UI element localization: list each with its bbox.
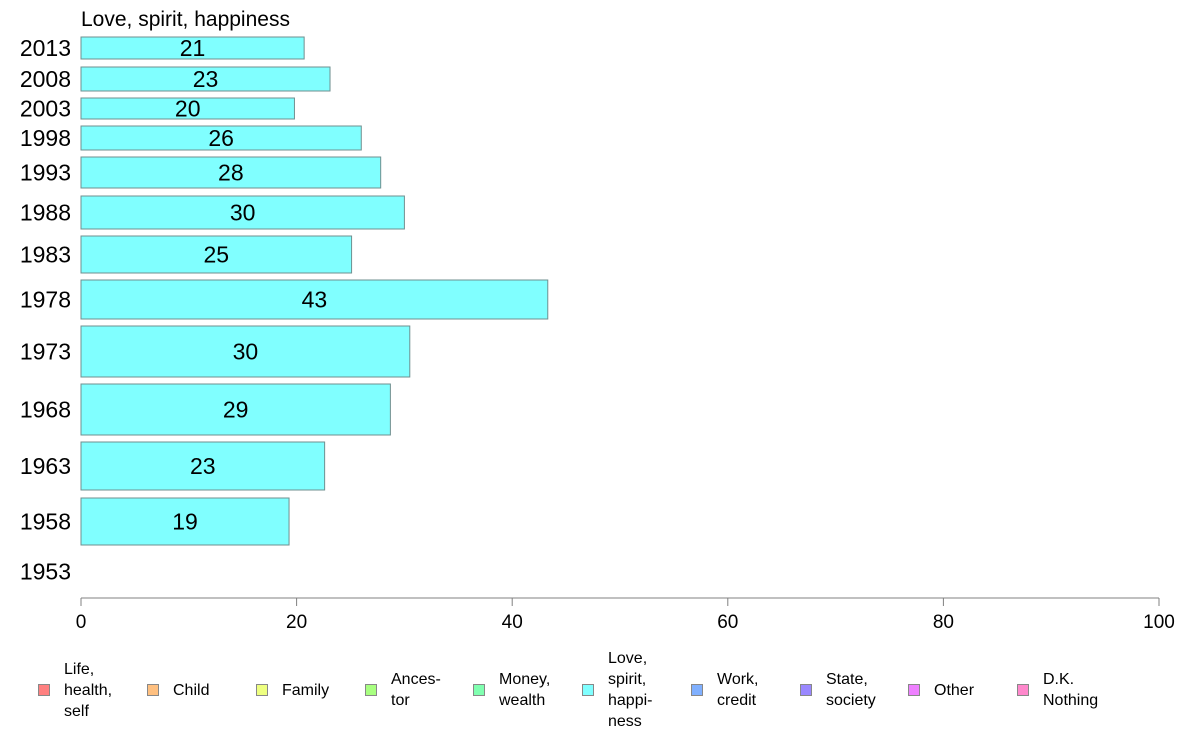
legend-label: Child [173, 681, 210, 699]
legend-label: Life, health, self [64, 660, 113, 720]
bar-value-label: 28 [218, 160, 244, 186]
legend-item: Child [147, 644, 209, 736]
bar-value-label: 21 [180, 35, 206, 61]
x-tick-label: 80 [933, 612, 954, 633]
legend-item: Other [908, 644, 974, 736]
bar [80, 325, 411, 378]
x-tick-label: 20 [286, 612, 307, 633]
legend-label: Love, spirit, happi- ness [608, 650, 653, 730]
y-tick-label: 1953 [20, 559, 71, 585]
y-tick-label: 1978 [20, 287, 71, 313]
legend-item: Money, wealth [473, 644, 550, 736]
bar [80, 125, 362, 151]
y-tick-label: 2013 [20, 35, 71, 61]
bar [80, 497, 290, 546]
bar [80, 383, 391, 436]
legend-swatch [38, 684, 50, 696]
bar [80, 156, 382, 189]
legend-label: Work, credit [717, 671, 759, 709]
bar [80, 195, 405, 230]
legend-label: Money, wealth [499, 671, 551, 709]
legend: Life, health, self Child Family Ances- tor M… [0, 644, 1188, 736]
legend-label: D.K. Nothing [1043, 671, 1099, 709]
y-tick-label: 1983 [20, 242, 71, 268]
legend-swatch [691, 684, 703, 696]
y-tick-label: 1988 [20, 200, 71, 226]
bar-value-label: 25 [203, 242, 229, 268]
legend-swatch [256, 684, 268, 696]
legend-swatch [800, 684, 812, 696]
legend-swatch [365, 684, 377, 696]
bar [80, 66, 331, 92]
y-tick-label: 2003 [20, 96, 71, 122]
x-tick-label: 100 [1143, 612, 1175, 633]
legend-label: Family [282, 681, 330, 699]
x-tick-label: 40 [502, 612, 523, 633]
bar [80, 97, 295, 120]
y-tick-label: 1958 [20, 509, 71, 535]
x-tick-label: 60 [717, 612, 738, 633]
legend-swatch [473, 684, 485, 696]
legend-item: Family [256, 644, 329, 736]
legend-item: Life, health, self [38, 644, 112, 736]
legend-item: Love, spirit, happi- ness [582, 644, 652, 736]
legend-swatch [1017, 684, 1029, 696]
bar-value-label: 19 [172, 509, 198, 535]
legend-item: Work, credit [691, 644, 758, 736]
bar-value-label: 20 [175, 96, 201, 122]
y-tick-label: 1963 [20, 453, 71, 479]
bar [80, 441, 326, 491]
y-tick-label: 1973 [20, 339, 71, 365]
y-tick-label: 1998 [20, 125, 71, 151]
bar [80, 279, 549, 320]
bar-value-label: 30 [233, 339, 259, 365]
bar-chart: Love, spirit, happiness 2123202628302543… [20, 8, 1175, 633]
bar-value-label: 23 [193, 66, 219, 92]
bar-value-label: 29 [223, 397, 249, 423]
y-tick-label: 2008 [20, 66, 71, 92]
legend-swatch [582, 684, 594, 696]
legend-label: Other [934, 681, 975, 699]
y-tick-label: 1968 [20, 397, 71, 423]
chart-title: Love, spirit, happiness [81, 8, 290, 31]
bar-value-label: 26 [208, 125, 234, 151]
y-tick-label: 1993 [20, 160, 71, 186]
bar [80, 36, 305, 60]
bar-value-label: 43 [302, 287, 328, 313]
bar [80, 235, 353, 274]
bar-value-label: 30 [230, 200, 256, 226]
legend-item: D.K. Nothing [1017, 644, 1098, 736]
legend-item: State, society [800, 644, 876, 736]
legend-label: State, society [826, 671, 876, 709]
legend-label: Ances- tor [391, 671, 441, 709]
legend-swatch [147, 684, 159, 696]
x-tick-label: 0 [76, 612, 87, 633]
legend-swatch [908, 684, 920, 696]
bar-value-label: 23 [190, 453, 216, 479]
legend-item: Ances- tor [365, 644, 441, 736]
